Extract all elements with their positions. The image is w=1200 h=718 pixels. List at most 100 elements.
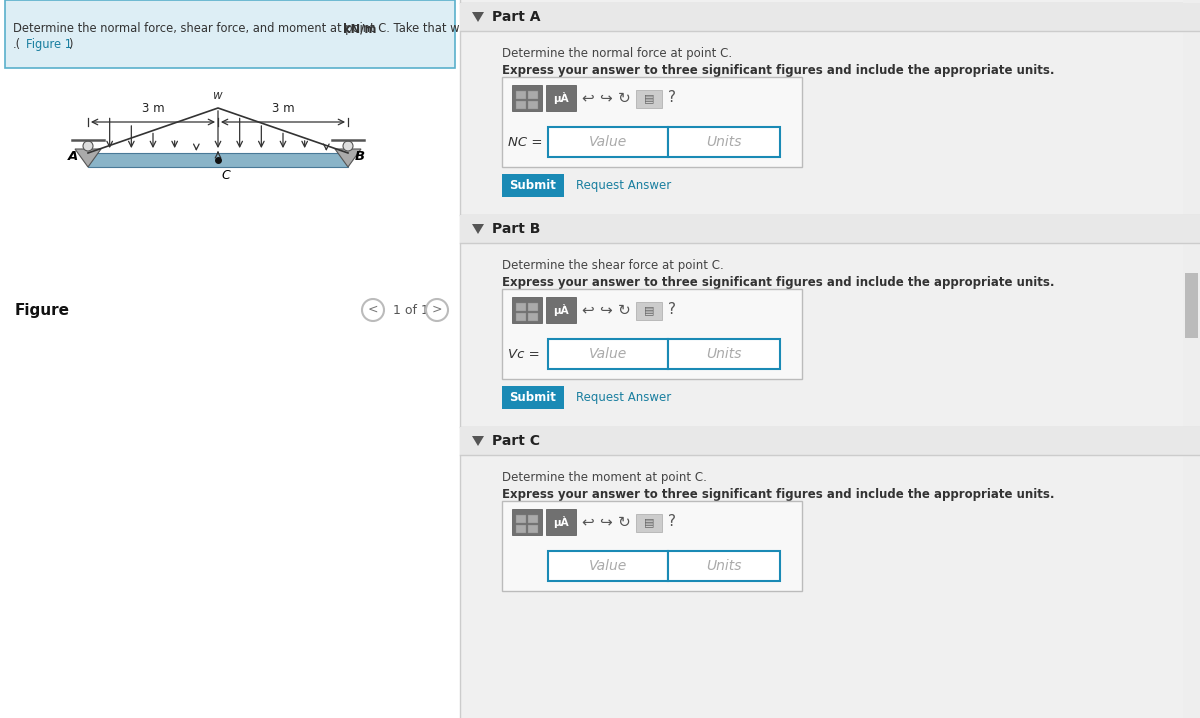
Bar xyxy=(5,0,455,68)
Text: ↻: ↻ xyxy=(618,302,630,317)
Bar xyxy=(516,303,526,311)
Circle shape xyxy=(426,299,448,321)
Circle shape xyxy=(83,141,94,151)
Bar xyxy=(528,303,538,311)
Bar xyxy=(460,0,1200,718)
Polygon shape xyxy=(335,149,361,167)
Bar xyxy=(528,525,538,533)
Text: μÀ: μÀ xyxy=(553,304,569,316)
Bar xyxy=(516,91,526,99)
Text: Figure: Figure xyxy=(14,302,70,317)
Bar xyxy=(460,215,1200,243)
Bar xyxy=(546,85,576,111)
Bar xyxy=(1183,0,1200,718)
Bar xyxy=(528,101,538,109)
Text: ): ) xyxy=(68,38,72,51)
Text: NC =: NC = xyxy=(508,136,542,149)
Text: Determine the normal force at point C.: Determine the normal force at point C. xyxy=(502,47,732,60)
Text: A: A xyxy=(67,151,78,164)
Text: ▤: ▤ xyxy=(643,305,654,315)
Text: ↩: ↩ xyxy=(582,90,594,106)
Bar xyxy=(516,313,526,321)
Bar xyxy=(548,127,668,157)
Text: w: w xyxy=(214,89,223,102)
Bar xyxy=(0,0,460,718)
Text: Units: Units xyxy=(707,347,742,361)
Bar xyxy=(668,127,780,157)
Circle shape xyxy=(343,141,353,151)
Bar xyxy=(528,313,538,321)
Polygon shape xyxy=(472,12,484,22)
Circle shape xyxy=(362,299,384,321)
Text: Express your answer to three significant figures and include the appropriate uni: Express your answer to three significant… xyxy=(502,64,1055,77)
Bar xyxy=(512,297,542,323)
Bar xyxy=(460,427,1200,455)
Text: Request Answer: Request Answer xyxy=(576,179,671,192)
Polygon shape xyxy=(472,224,484,234)
Text: ?: ? xyxy=(668,90,676,106)
Text: Value: Value xyxy=(589,347,628,361)
Bar xyxy=(636,302,662,320)
Text: ?: ? xyxy=(668,515,676,529)
Text: Value: Value xyxy=(589,135,628,149)
Bar xyxy=(512,509,542,535)
Bar xyxy=(502,174,564,197)
Text: Part B: Part B xyxy=(492,222,540,236)
Text: C: C xyxy=(221,169,229,182)
Text: 1 of 1: 1 of 1 xyxy=(394,304,428,317)
Text: >: > xyxy=(432,302,443,315)
Bar xyxy=(512,85,542,111)
Text: ?: ? xyxy=(668,302,676,317)
Text: Part A: Part A xyxy=(492,10,540,24)
Bar xyxy=(548,339,668,369)
Bar xyxy=(546,297,576,323)
Text: Value: Value xyxy=(589,559,628,573)
Bar xyxy=(460,3,1200,31)
Text: ▤: ▤ xyxy=(643,517,654,527)
Text: ↻: ↻ xyxy=(618,90,630,106)
Bar xyxy=(88,153,348,167)
Text: ↪: ↪ xyxy=(600,302,612,317)
Polygon shape xyxy=(472,436,484,446)
Text: Determine the shear force at point C.: Determine the shear force at point C. xyxy=(502,259,724,272)
Bar xyxy=(668,551,780,581)
Bar xyxy=(528,91,538,99)
Bar xyxy=(528,515,538,523)
Bar xyxy=(502,501,802,591)
Text: μÀ: μÀ xyxy=(553,92,569,104)
Text: Part C: Part C xyxy=(492,434,540,448)
Text: Units: Units xyxy=(707,135,742,149)
Text: μÀ: μÀ xyxy=(553,516,569,528)
Text: Units: Units xyxy=(707,559,742,573)
Text: kN/m: kN/m xyxy=(343,22,377,35)
Text: ↪: ↪ xyxy=(600,90,612,106)
Text: 3 m: 3 m xyxy=(271,102,294,115)
Bar xyxy=(502,386,564,409)
Bar xyxy=(636,90,662,108)
Text: Express your answer to three significant figures and include the appropriate uni: Express your answer to three significant… xyxy=(502,276,1055,289)
Text: Determine the normal force, shear force, and moment at point C. Take that w = 13: Determine the normal force, shear force,… xyxy=(13,22,494,35)
Text: 3 m: 3 m xyxy=(142,102,164,115)
Bar xyxy=(502,289,802,379)
Bar xyxy=(516,525,526,533)
Bar xyxy=(1186,273,1198,338)
Text: ↩: ↩ xyxy=(582,515,594,529)
Text: B: B xyxy=(355,151,365,164)
Bar xyxy=(548,551,668,581)
Bar xyxy=(516,515,526,523)
Bar xyxy=(636,514,662,532)
Text: .(: .( xyxy=(13,38,22,51)
Text: Request Answer: Request Answer xyxy=(576,391,671,404)
Bar xyxy=(502,77,802,167)
Polygon shape xyxy=(74,149,101,167)
Text: Express your answer to three significant figures and include the appropriate uni: Express your answer to three significant… xyxy=(502,488,1055,501)
Text: <: < xyxy=(367,302,378,315)
Text: Submit: Submit xyxy=(510,179,557,192)
Bar xyxy=(516,101,526,109)
Text: Submit: Submit xyxy=(510,391,557,404)
Text: ↻: ↻ xyxy=(618,515,630,529)
Bar xyxy=(668,339,780,369)
Text: ↪: ↪ xyxy=(600,515,612,529)
Text: Determine the moment at point C.: Determine the moment at point C. xyxy=(502,471,707,484)
Text: Figure 1: Figure 1 xyxy=(26,38,72,51)
